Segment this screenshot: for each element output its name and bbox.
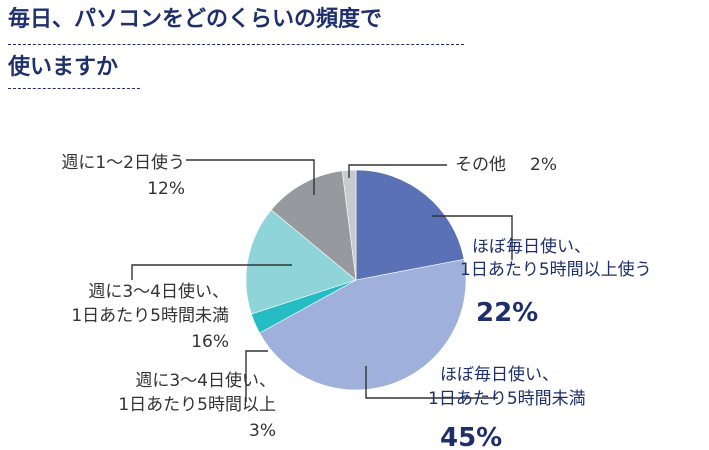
slice-value-4: 12% <box>147 179 185 199</box>
slice-label-4-line-0: 週に1～2日使う <box>61 152 185 173</box>
title-underline-1 <box>8 44 464 45</box>
leader-line-5 <box>348 164 447 178</box>
slice-label-1-line-1: 1日あたり5時間未満 <box>428 389 586 409</box>
slice-label-5-line-0: その他 <box>455 155 506 175</box>
leader-line-0 <box>432 215 513 260</box>
pie-slice-3 <box>245 209 357 315</box>
slice-label-3-line-0: 週に3～4日使い、 <box>88 281 229 302</box>
title-underline-2 <box>8 88 140 89</box>
slice-value-5: 2% <box>530 155 557 175</box>
leader-line-1 <box>365 366 498 399</box>
slice-label-1-line-0: ほぼ毎日使い、 <box>440 364 559 385</box>
slice-label-2-line-1: 1日あたり5時間以上 <box>118 395 276 415</box>
slice-value-3: 16% <box>191 332 229 352</box>
chart-title-line-1: 毎日、パソコンをどのくらいの頻度で <box>8 7 383 32</box>
slice-value-1: 45% <box>440 423 502 450</box>
slice-label-3-line-1: 1日あたり5時間未満 <box>71 306 229 326</box>
slice-value-0: 22% <box>476 298 538 328</box>
leader-line-3 <box>131 264 292 280</box>
slice-label-0-line-0: ほぼ毎日使い、 <box>472 236 591 257</box>
leader-line-2 <box>245 350 268 402</box>
pie-slice-0 <box>355 169 465 281</box>
leader-line-4 <box>186 159 315 195</box>
pie-slice-4 <box>270 170 357 281</box>
slice-label-0-line-1: 1日あたり5時間以上使う <box>460 259 652 280</box>
pie-slice-1 <box>259 259 467 391</box>
chart-title-line-2: 使いますか <box>8 55 119 80</box>
slice-value-2: 3% <box>249 421 276 441</box>
slice-label-2-line-0: 週に3～4日使い、 <box>135 370 276 391</box>
